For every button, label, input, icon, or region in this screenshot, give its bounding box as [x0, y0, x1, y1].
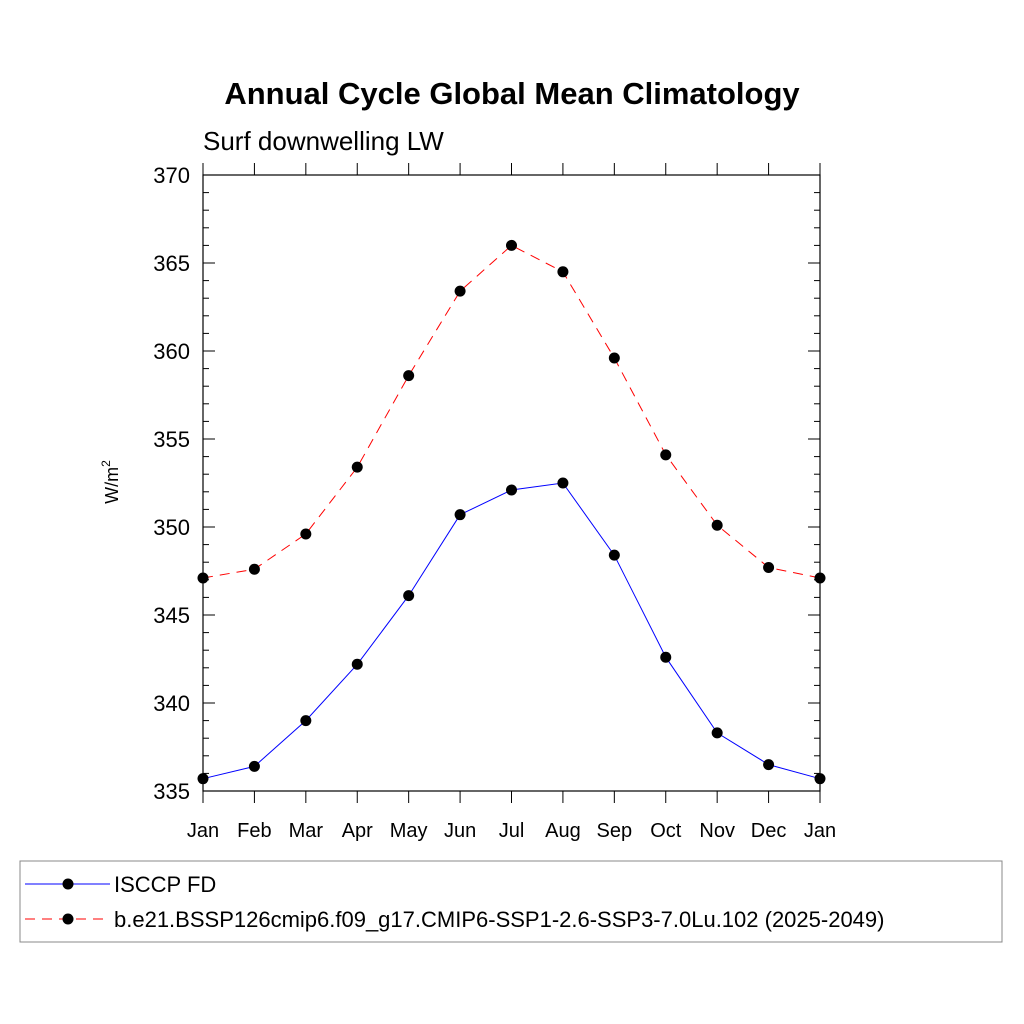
data-point — [660, 651, 672, 663]
chart-title: Annual Cycle Global Mean Climatology — [224, 76, 800, 111]
data-point — [197, 572, 209, 584]
chart-subtitle: Surf downwelling LW — [203, 126, 444, 156]
data-point — [197, 773, 209, 785]
y-axis-label: W/m2 — [99, 460, 122, 504]
data-point — [763, 759, 775, 771]
y-tick-label: 360 — [153, 339, 190, 364]
data-point — [814, 773, 826, 785]
data-point — [506, 484, 517, 496]
plot-frame — [202, 174, 821, 792]
data-point — [454, 509, 466, 521]
legend: ISCCP FD b.e21.BSSP126cmip6.f09_g17.CMIP… — [19, 860, 1003, 943]
data-point — [248, 760, 260, 772]
data-point — [454, 285, 466, 297]
x-tick-label: Jan — [187, 820, 219, 842]
data-point — [300, 715, 312, 727]
data-point — [248, 563, 260, 575]
series-layer — [197, 239, 826, 785]
data-point — [351, 461, 363, 473]
x-tick-label: Mar — [289, 820, 324, 842]
data-point — [763, 561, 775, 573]
x-tick-label: Dec — [751, 820, 787, 842]
data-point — [300, 528, 312, 540]
x-tick-label: May — [390, 820, 428, 842]
x-tick-label: Sep — [597, 820, 633, 842]
x-tick-label: Jun — [444, 820, 476, 842]
data-point — [403, 370, 415, 382]
data-point — [403, 590, 415, 602]
data-point — [608, 352, 620, 364]
x-tick-label: Apr — [342, 820, 373, 842]
x-tick-label: Feb — [237, 820, 271, 842]
data-point — [660, 449, 672, 461]
y-axis-label-superscript: 2 — [99, 460, 113, 467]
legend-box — [19, 860, 1003, 943]
legend-marker-isccp — [62, 878, 74, 890]
y-tick-label: 350 — [153, 515, 190, 540]
data-point — [557, 477, 569, 489]
data-point — [711, 727, 723, 739]
y-axis-label-text: W/m — [102, 467, 122, 504]
legend-marker-model — [62, 913, 74, 925]
data-point — [557, 266, 569, 278]
data-point — [711, 519, 723, 531]
x-tick-label: Jan — [804, 820, 836, 842]
legend-label-isccp: ISCCP FD — [114, 872, 216, 897]
svg-text:W/m2: W/m2 — [99, 460, 122, 504]
data-point — [608, 549, 620, 561]
y-tick-label: 345 — [153, 603, 190, 628]
y-tick-label: 370 — [153, 163, 190, 188]
series-0 — [197, 477, 826, 785]
series-line — [202, 244, 821, 579]
y-tick-label: 335 — [153, 779, 190, 804]
data-point — [506, 239, 517, 251]
series-1 — [197, 239, 826, 584]
x-tick-label: Jul — [499, 820, 525, 842]
y-tick-label: 355 — [153, 427, 190, 452]
x-tick-label: Oct — [650, 820, 682, 842]
legend-label-model: b.e21.BSSP126cmip6.f09_g17.CMIP6-SSP1-2.… — [114, 907, 884, 932]
x-tick-label: Nov — [699, 820, 735, 842]
x-tick-label: Aug — [545, 820, 581, 842]
y-tick-label: 340 — [153, 691, 190, 716]
axes: 335 340 345 350 355 360 365 370 Jan Feb Mar Apr May J… — [153, 163, 836, 842]
series-line — [202, 482, 821, 780]
y-tick-label: 365 — [153, 251, 190, 276]
data-point — [351, 658, 363, 670]
data-point — [814, 572, 826, 584]
